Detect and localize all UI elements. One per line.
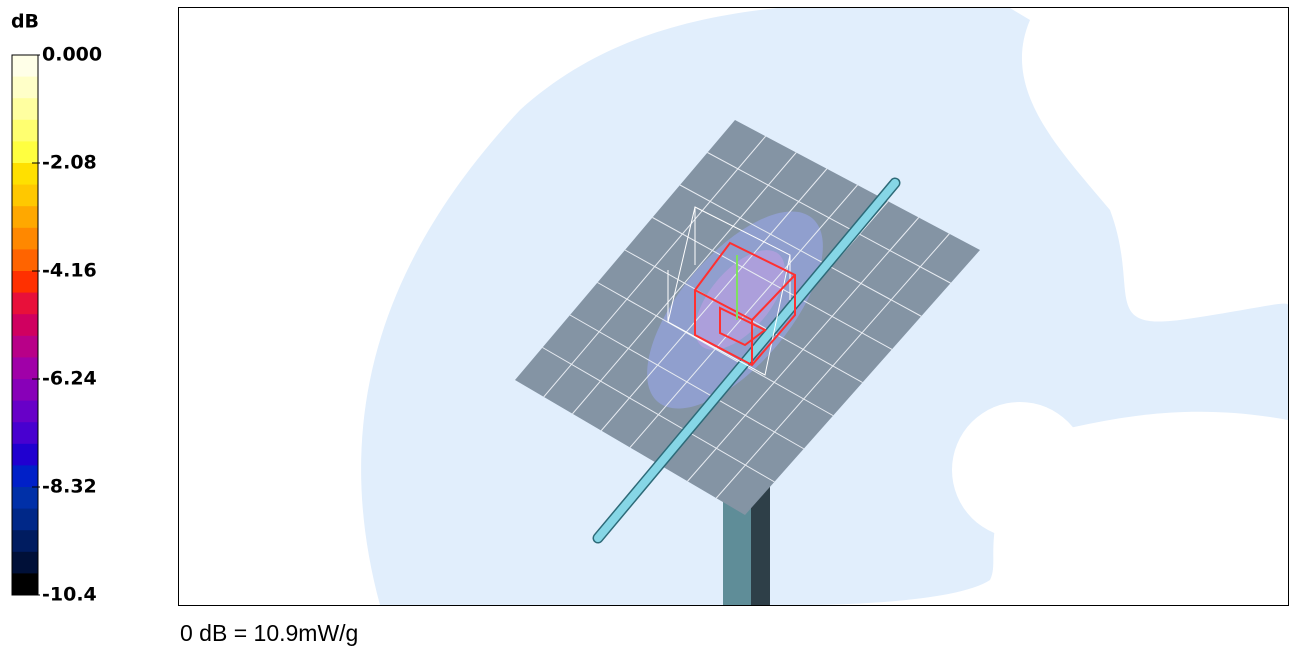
color-band [12,271,38,294]
color-band [12,357,38,380]
caption: 0 dB = 10.9mW/g [180,620,358,646]
tick-label: 0.000 [42,44,102,66]
color-band [12,227,38,250]
grid-line [569,314,804,450]
scan-box [667,206,791,376]
grid-line [687,217,920,482]
color-band [12,76,38,99]
view-frame [178,7,1289,606]
color-band [12,379,38,402]
grid-line [542,347,775,483]
color-band [12,314,38,337]
color-band [12,141,38,164]
grid-line [715,233,950,499]
color-band [12,487,38,510]
color-band [12,249,38,272]
zoom-box [694,241,796,367]
color-band [12,119,38,142]
color-band [12,98,38,121]
colorbar: 0.000 -2.08 -4.16 -6.24 -8.32 -10.4 [11,44,102,606]
color-band [12,465,38,488]
color-band [12,422,38,445]
color-band [12,163,38,186]
color-band [12,530,38,553]
sar-peak [695,250,785,350]
rod [594,179,899,542]
tick-label: -8.32 [42,476,97,498]
color-band [12,292,38,315]
color-band [12,508,38,531]
color-band [12,573,38,596]
color-band [12,443,38,466]
color-band [12,400,38,423]
tick-label: -4.16 [42,260,97,282]
color-band [12,551,38,574]
color-band [12,55,38,78]
tick-label: -2.08 [42,152,97,174]
grid-line [597,282,834,417]
color-band [12,335,38,358]
view-3d [178,7,1289,606]
tick-label: -6.24 [42,368,97,390]
colorbar-frame [11,54,39,596]
color-band [12,184,38,207]
cutout [952,402,1088,538]
tick-label: -10.4 [42,584,97,606]
colorbar-unit: dB [11,11,39,33]
color-band [12,206,38,229]
